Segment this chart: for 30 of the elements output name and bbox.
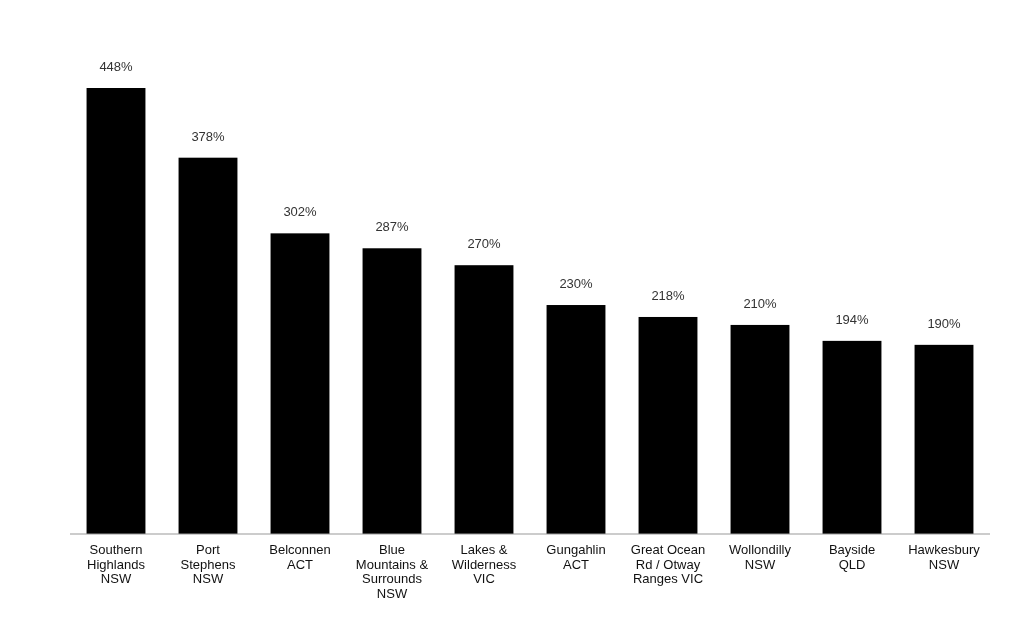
bar bbox=[86, 88, 146, 534]
bar bbox=[362, 248, 422, 534]
x-tick-label: Blue Mountains & Surrounds NSW bbox=[355, 542, 429, 601]
x-tick-label: Belconnen ACT bbox=[269, 542, 331, 572]
x-tick-label: Southern Highlands NSW bbox=[87, 542, 146, 586]
data-label: 287% bbox=[375, 219, 410, 235]
bar bbox=[270, 233, 330, 534]
x-tick-label: Bayside QLD bbox=[828, 542, 876, 572]
x-tick-label: Port Stephens NSW bbox=[180, 542, 236, 586]
data-label: 190% bbox=[927, 315, 962, 331]
x-tick-label: Gungahlin ACT bbox=[546, 542, 606, 572]
x-tick-label: Wollondilly NSW bbox=[729, 542, 792, 572]
x-tick-label: Hawkesbury NSW bbox=[908, 542, 981, 572]
data-label: 230% bbox=[559, 276, 594, 292]
bar bbox=[546, 305, 606, 534]
x-tick-label: Great Ocean Rd / Otway Ranges VIC bbox=[630, 542, 706, 586]
bar bbox=[178, 157, 238, 534]
data-label: 448% bbox=[99, 59, 134, 74]
data-label: 194% bbox=[835, 311, 870, 327]
bar bbox=[638, 316, 698, 534]
bar bbox=[822, 340, 882, 534]
data-label: 302% bbox=[283, 204, 318, 220]
data-label: 270% bbox=[467, 236, 502, 252]
x-tick-label: Lakes & Wilderness VIC bbox=[451, 542, 517, 586]
data-label: 210% bbox=[743, 295, 778, 311]
bar bbox=[730, 324, 790, 534]
bar bbox=[454, 265, 514, 534]
bar bbox=[914, 344, 974, 534]
data-label: 218% bbox=[651, 287, 686, 303]
data-label: 378% bbox=[191, 128, 226, 144]
